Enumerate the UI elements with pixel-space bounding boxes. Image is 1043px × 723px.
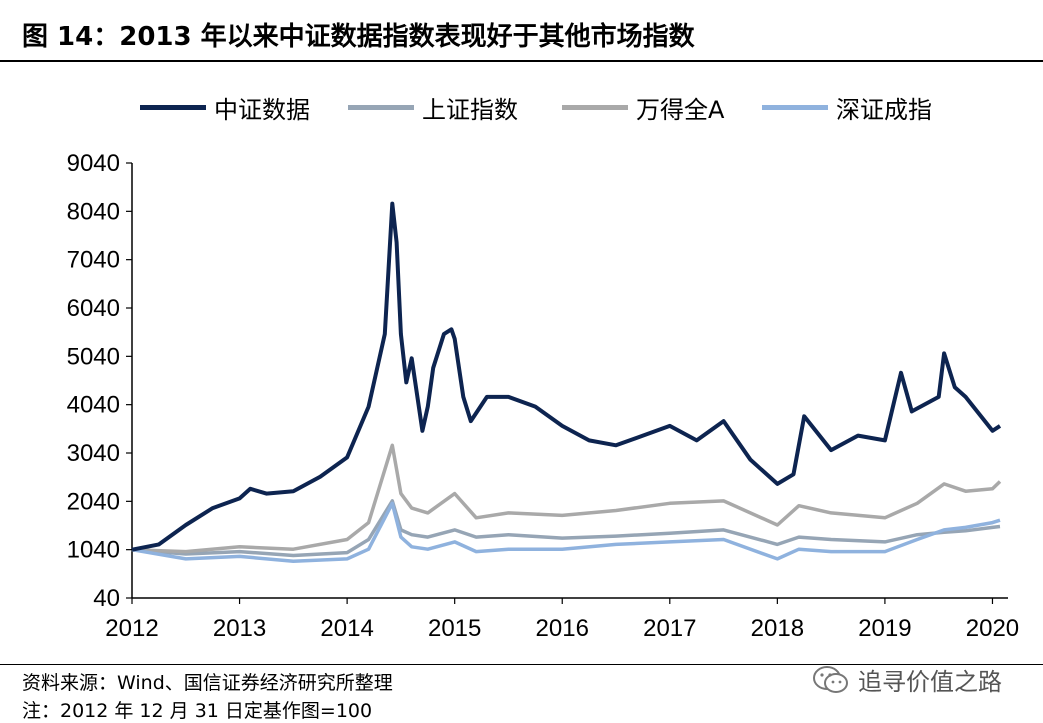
y-tick-label: 3040: [67, 440, 120, 467]
legend-item-series-2: 上证指数: [348, 88, 518, 126]
series-line-1: [131, 201, 1002, 552]
legend-label: 上证指数: [422, 95, 518, 124]
legend-swatch: [762, 104, 828, 110]
x-tick-label: 2017: [643, 615, 696, 640]
page-title: 图 14：2013 年以来中证数据指数表现好于其他市场指数: [22, 22, 695, 52]
y-tick-label: 7040: [67, 247, 120, 274]
x-tick-label: 2014: [320, 615, 373, 640]
x-tick-label: 2019: [858, 615, 911, 640]
series-line-4: [131, 501, 1001, 564]
y-tick-label: 1040: [67, 537, 120, 564]
line-chart: 40 1040 2040 3040 4040 5040 6040 7040 8040 9040 20…: [67, 150, 1020, 640]
legend-swatch: [562, 104, 628, 110]
watermark-text: 追寻价值之路: [858, 668, 1002, 696]
x-tick-label: 2013: [213, 615, 266, 640]
chart-legend: 中证数据 上证指数 万得全A 深证成指: [0, 88, 1043, 128]
footer-divider: [0, 664, 1043, 665]
x-tick-label: 2015: [428, 615, 481, 640]
x-tick-label: 2012: [105, 615, 158, 640]
title-divider: [0, 60, 1043, 62]
watermark: 追寻价值之路: [812, 662, 1002, 697]
y-tick-label: 8040: [67, 198, 120, 225]
y-tick-label: 40: [93, 585, 120, 612]
legend-item-series-3: 万得全A: [562, 88, 724, 126]
y-tick-label: 9040: [67, 150, 120, 177]
x-tick-label: 2016: [536, 615, 589, 640]
y-tick-label: 6040: [67, 295, 120, 322]
legend-label: 深证成指: [836, 95, 932, 124]
base-note: 注：2012 年 12 月 31 日定基作图=100: [22, 700, 373, 722]
y-tick-label: 5040: [67, 343, 120, 370]
series-line-3: [131, 443, 1002, 554]
legend-swatch: [348, 104, 414, 110]
legend-item-series-4: 深证成指: [762, 88, 932, 126]
legend-label: 中证数据: [214, 95, 310, 124]
y-tick-label: 2040: [67, 488, 120, 515]
series-line-2: [131, 499, 1001, 558]
y-tick-label: 4040: [67, 392, 120, 419]
legend-swatch: [140, 104, 206, 110]
source-note: 资料来源：Wind、国信证券经济研究所整理: [22, 672, 393, 694]
legend-item-series-1: 中证数据: [140, 88, 310, 126]
x-tick-label: 2020: [966, 615, 1019, 640]
x-tick-label: 2018: [751, 615, 804, 640]
legend-label: 万得全A: [636, 95, 725, 124]
wechat-icon: [813, 665, 848, 693]
